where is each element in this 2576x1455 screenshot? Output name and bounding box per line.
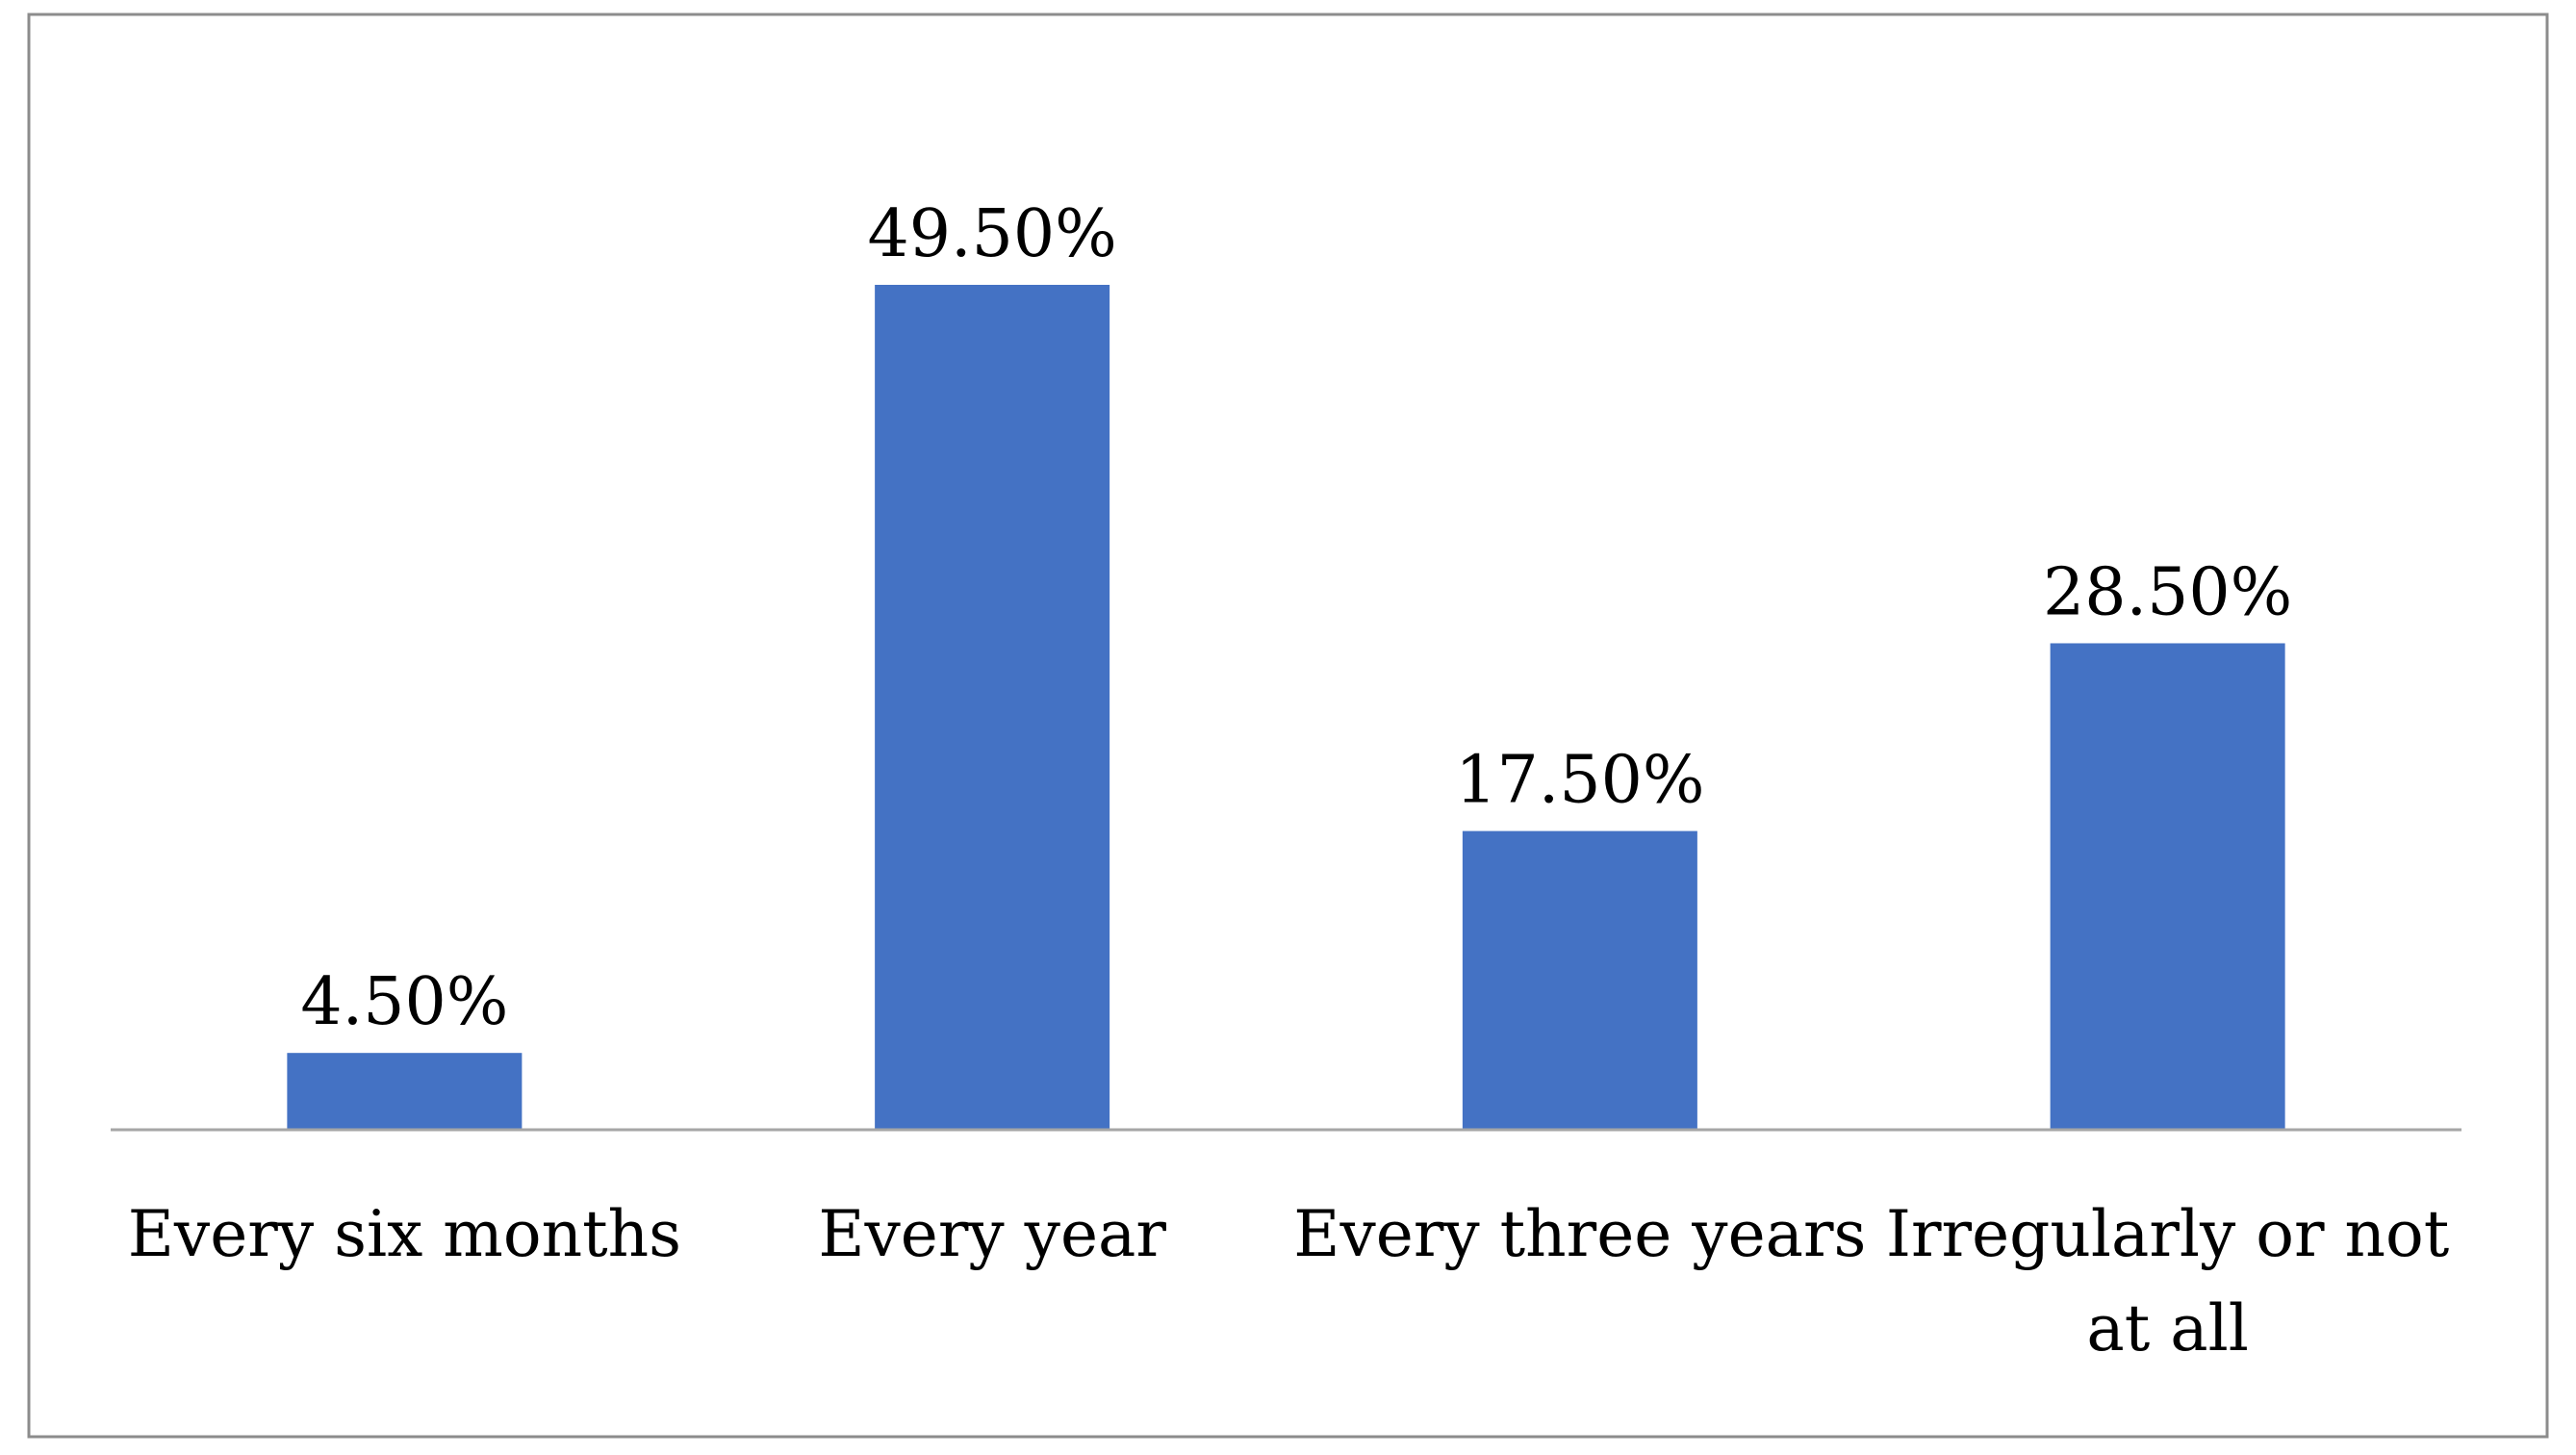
bar-2 [1462,830,1697,1130]
value-label-1: 49.50% [867,196,1116,272]
category-labels-layer: Every six months Every year Every three ye… [128,1197,2450,1366]
value-label-3: 28.50% [2043,554,2292,630]
category-label-1: Every year [818,1197,1166,1271]
category-label-0: Every six months [128,1197,681,1271]
bar-1 [875,285,1110,1130]
value-label-0: 4.50% [300,964,508,1040]
value-label-2: 17.50% [1455,743,1704,819]
bars-layer [287,285,2285,1130]
value-labels-layer: 4.50% 49.50% 17.50% 28.50% [300,196,2292,1040]
category-label-3-line-0: Irregularly or not [1886,1197,2449,1271]
category-label-3-line-1: at all [2086,1291,2248,1366]
bar-3 [2050,643,2285,1130]
category-label-2: Every three years [1293,1197,1866,1271]
bar-0 [287,1053,523,1130]
